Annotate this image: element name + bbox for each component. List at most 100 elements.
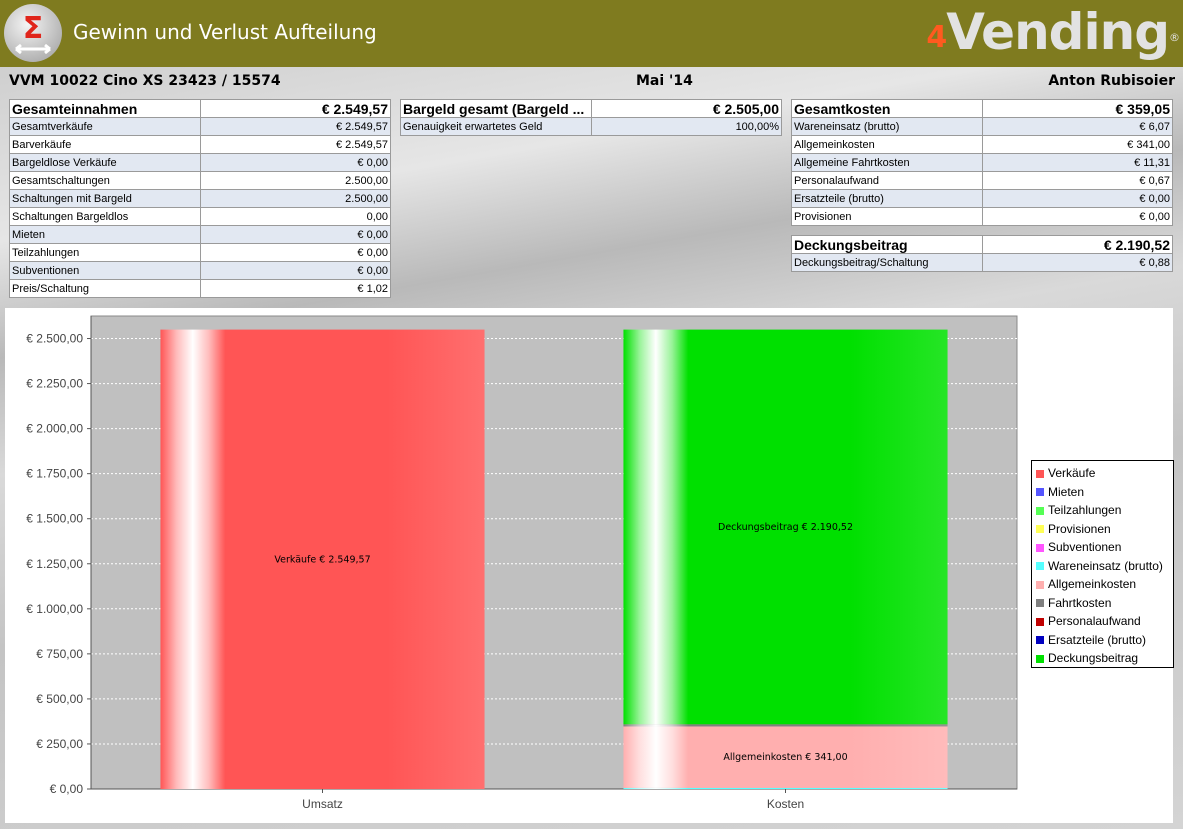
sigma-logo-icon: Σ bbox=[4, 4, 62, 62]
y-tick-label: € 2.250,00 bbox=[26, 377, 83, 391]
row-value: 2.500,00 bbox=[199, 189, 391, 208]
period-label: Mai '14 bbox=[636, 73, 693, 89]
bar-deckungsbeitrag bbox=[623, 329, 948, 725]
y-tick-label: € 1.000,00 bbox=[26, 602, 83, 616]
row-value: € 0,00 bbox=[199, 225, 391, 244]
table-row: Schaltungen Bargeldlos 0,00 bbox=[9, 207, 391, 226]
row-value: € 0,00 bbox=[981, 189, 1173, 208]
legend-swatch bbox=[1036, 488, 1044, 497]
table-header-row: Gesamteinnahmen € 2.549,57 bbox=[9, 99, 391, 118]
table-row: Genauigkeit erwartetes Geld 100,00% bbox=[400, 117, 782, 136]
table-total: € 2.505,00 bbox=[590, 99, 782, 118]
table-row: Teilzahlungen € 0,00 bbox=[9, 243, 391, 262]
y-tick-label: € 250,00 bbox=[36, 737, 83, 751]
bar-data-label: Deckungsbeitrag € 2.190,52 bbox=[718, 522, 853, 533]
legend-label: Personalaufwand bbox=[1048, 614, 1141, 628]
row-label: Teilzahlungen bbox=[9, 243, 201, 262]
y-tick-label: € 1.750,00 bbox=[26, 467, 83, 481]
cash-table: Bargeld gesamt (Bargeld ... € 2.505,00 Gen… bbox=[400, 99, 782, 136]
y-tick-label: € 500,00 bbox=[36, 692, 83, 706]
table-title: Bargeld gesamt (Bargeld ... bbox=[400, 99, 592, 118]
legend-label: Subventionen bbox=[1048, 540, 1122, 554]
table-row: Bargeldlose Verkäufe € 0,00 bbox=[9, 153, 391, 172]
table-row: Ersatzteile (brutto) € 0,00 bbox=[791, 189, 1173, 208]
row-value: 0,00 bbox=[199, 207, 391, 226]
table-row: Mieten € 0,00 bbox=[9, 225, 391, 244]
row-value: € 6,07 bbox=[981, 117, 1173, 136]
row-label: Gesamtschaltungen bbox=[9, 171, 201, 190]
legend-swatch bbox=[1036, 654, 1044, 663]
table-title: Deckungsbeitrag bbox=[791, 235, 983, 254]
row-label: Schaltungen mit Bargeld bbox=[9, 189, 201, 208]
row-label: Mieten bbox=[9, 225, 201, 244]
legend-swatch bbox=[1036, 506, 1044, 515]
y-tick-label: € 2.500,00 bbox=[26, 332, 83, 346]
table-row: Personalaufwand € 0,67 bbox=[791, 171, 1173, 190]
svg-text:Σ: Σ bbox=[23, 11, 44, 46]
legend-item: Verkäufe bbox=[1036, 464, 1095, 482]
row-value: € 341,00 bbox=[981, 135, 1173, 154]
legend-swatch bbox=[1036, 562, 1044, 571]
table-header-row: Bargeld gesamt (Bargeld ... € 2.505,00 bbox=[400, 99, 782, 118]
table-row: Preis/Schaltung € 1,02 bbox=[9, 279, 391, 298]
window-title: Gewinn und Verlust Aufteilung bbox=[73, 20, 377, 44]
row-value: € 0,88 bbox=[981, 253, 1173, 272]
legend-item: Wareneinsatz (brutto) bbox=[1036, 557, 1163, 575]
row-label: Subventionen bbox=[9, 261, 201, 280]
bar-fahrtkosten bbox=[623, 724, 948, 727]
row-value: € 0,00 bbox=[199, 243, 391, 262]
y-tick-label: € 1.500,00 bbox=[26, 512, 83, 526]
legend-label: Ersatzteile (brutto) bbox=[1048, 632, 1147, 647]
y-tick-label: € 2.000,00 bbox=[26, 422, 83, 436]
legend-item: Fahrtkosten bbox=[1036, 594, 1111, 612]
table-row: Barverkäufe € 2.549,57 bbox=[9, 135, 391, 154]
legend-item: Subventionen bbox=[1036, 538, 1121, 556]
costs-table: Gesamtkosten € 359,05 Wareneinsatz (brutto… bbox=[791, 99, 1173, 226]
row-label: Preis/Schaltung bbox=[9, 279, 201, 298]
title-bar: Σ Gewinn und Verlust Aufteilung 4Vending… bbox=[0, 0, 1183, 67]
row-label: Personalaufwand bbox=[791, 171, 983, 190]
table-row: Allgemeinkosten € 341,00 bbox=[791, 135, 1173, 154]
legend-item: Mieten bbox=[1036, 483, 1084, 501]
table-row: Schaltungen mit Bargeld 2.500,00 bbox=[9, 189, 391, 208]
row-label: Bargeldlose Verkäufe bbox=[9, 153, 201, 172]
legend-label: Provisionen bbox=[1048, 521, 1111, 536]
table-row: Provisionen € 0,00 bbox=[791, 207, 1173, 226]
legend-item: Deckungsbeitrag bbox=[1036, 649, 1138, 667]
y-tick-label: € 750,00 bbox=[36, 647, 83, 661]
bar-data-label: Allgemeinkosten € 341,00 bbox=[723, 752, 847, 763]
legend-label: Allgemeinkosten bbox=[1048, 577, 1137, 591]
table-total: € 2.549,57 bbox=[199, 99, 391, 118]
row-label: Wareneinsatz (brutto) bbox=[791, 117, 983, 136]
legend-swatch bbox=[1036, 580, 1044, 589]
legend-item: Teilzahlungen bbox=[1036, 501, 1121, 519]
row-value: € 0,67 bbox=[981, 171, 1173, 190]
bar-verk-ufe bbox=[160, 329, 485, 789]
legend-swatch bbox=[1036, 599, 1044, 608]
legend-label: Fahrtkosten bbox=[1048, 595, 1112, 610]
chart-panel: € 0,00 € 250,00 € 500,00 € 750,00 € 1.000,00… bbox=[5, 308, 1173, 823]
row-label: Allgemeinkosten bbox=[791, 135, 983, 154]
table-title: Gesamteinnahmen bbox=[9, 99, 201, 118]
y-tick-label: € 1.250,00 bbox=[26, 557, 83, 571]
row-label: Allgemeine Fahrtkosten bbox=[791, 153, 983, 172]
legend-item: Ersatzteile (brutto) bbox=[1036, 631, 1146, 649]
legend-item: Allgemeinkosten bbox=[1036, 575, 1136, 593]
legend-swatch bbox=[1036, 525, 1044, 534]
table-header-row: Gesamtkosten € 359,05 bbox=[791, 99, 1173, 118]
legend-swatch bbox=[1036, 469, 1044, 478]
row-value: € 0,00 bbox=[199, 153, 391, 172]
legend-item: Provisionen bbox=[1036, 520, 1111, 538]
row-value: 100,00% bbox=[590, 117, 782, 136]
brand-logo: 4Vending ® bbox=[926, 3, 1180, 61]
row-label: Genauigkeit erwartetes Geld bbox=[400, 117, 592, 136]
row-label: Provisionen bbox=[791, 207, 983, 226]
table-title: Gesamtkosten bbox=[791, 99, 983, 118]
margin-table: Deckungsbeitrag € 2.190,52 Deckungsbeitrag… bbox=[791, 235, 1173, 272]
row-value: € 0,00 bbox=[199, 261, 391, 280]
row-value: € 2.549,57 bbox=[199, 117, 391, 136]
person-label: Anton Rubisoier bbox=[1048, 73, 1175, 89]
row-label: Barverkäufe bbox=[9, 135, 201, 154]
table-row: Gesamtverkäufe € 2.549,57 bbox=[9, 117, 391, 136]
legend-swatch bbox=[1036, 617, 1044, 626]
